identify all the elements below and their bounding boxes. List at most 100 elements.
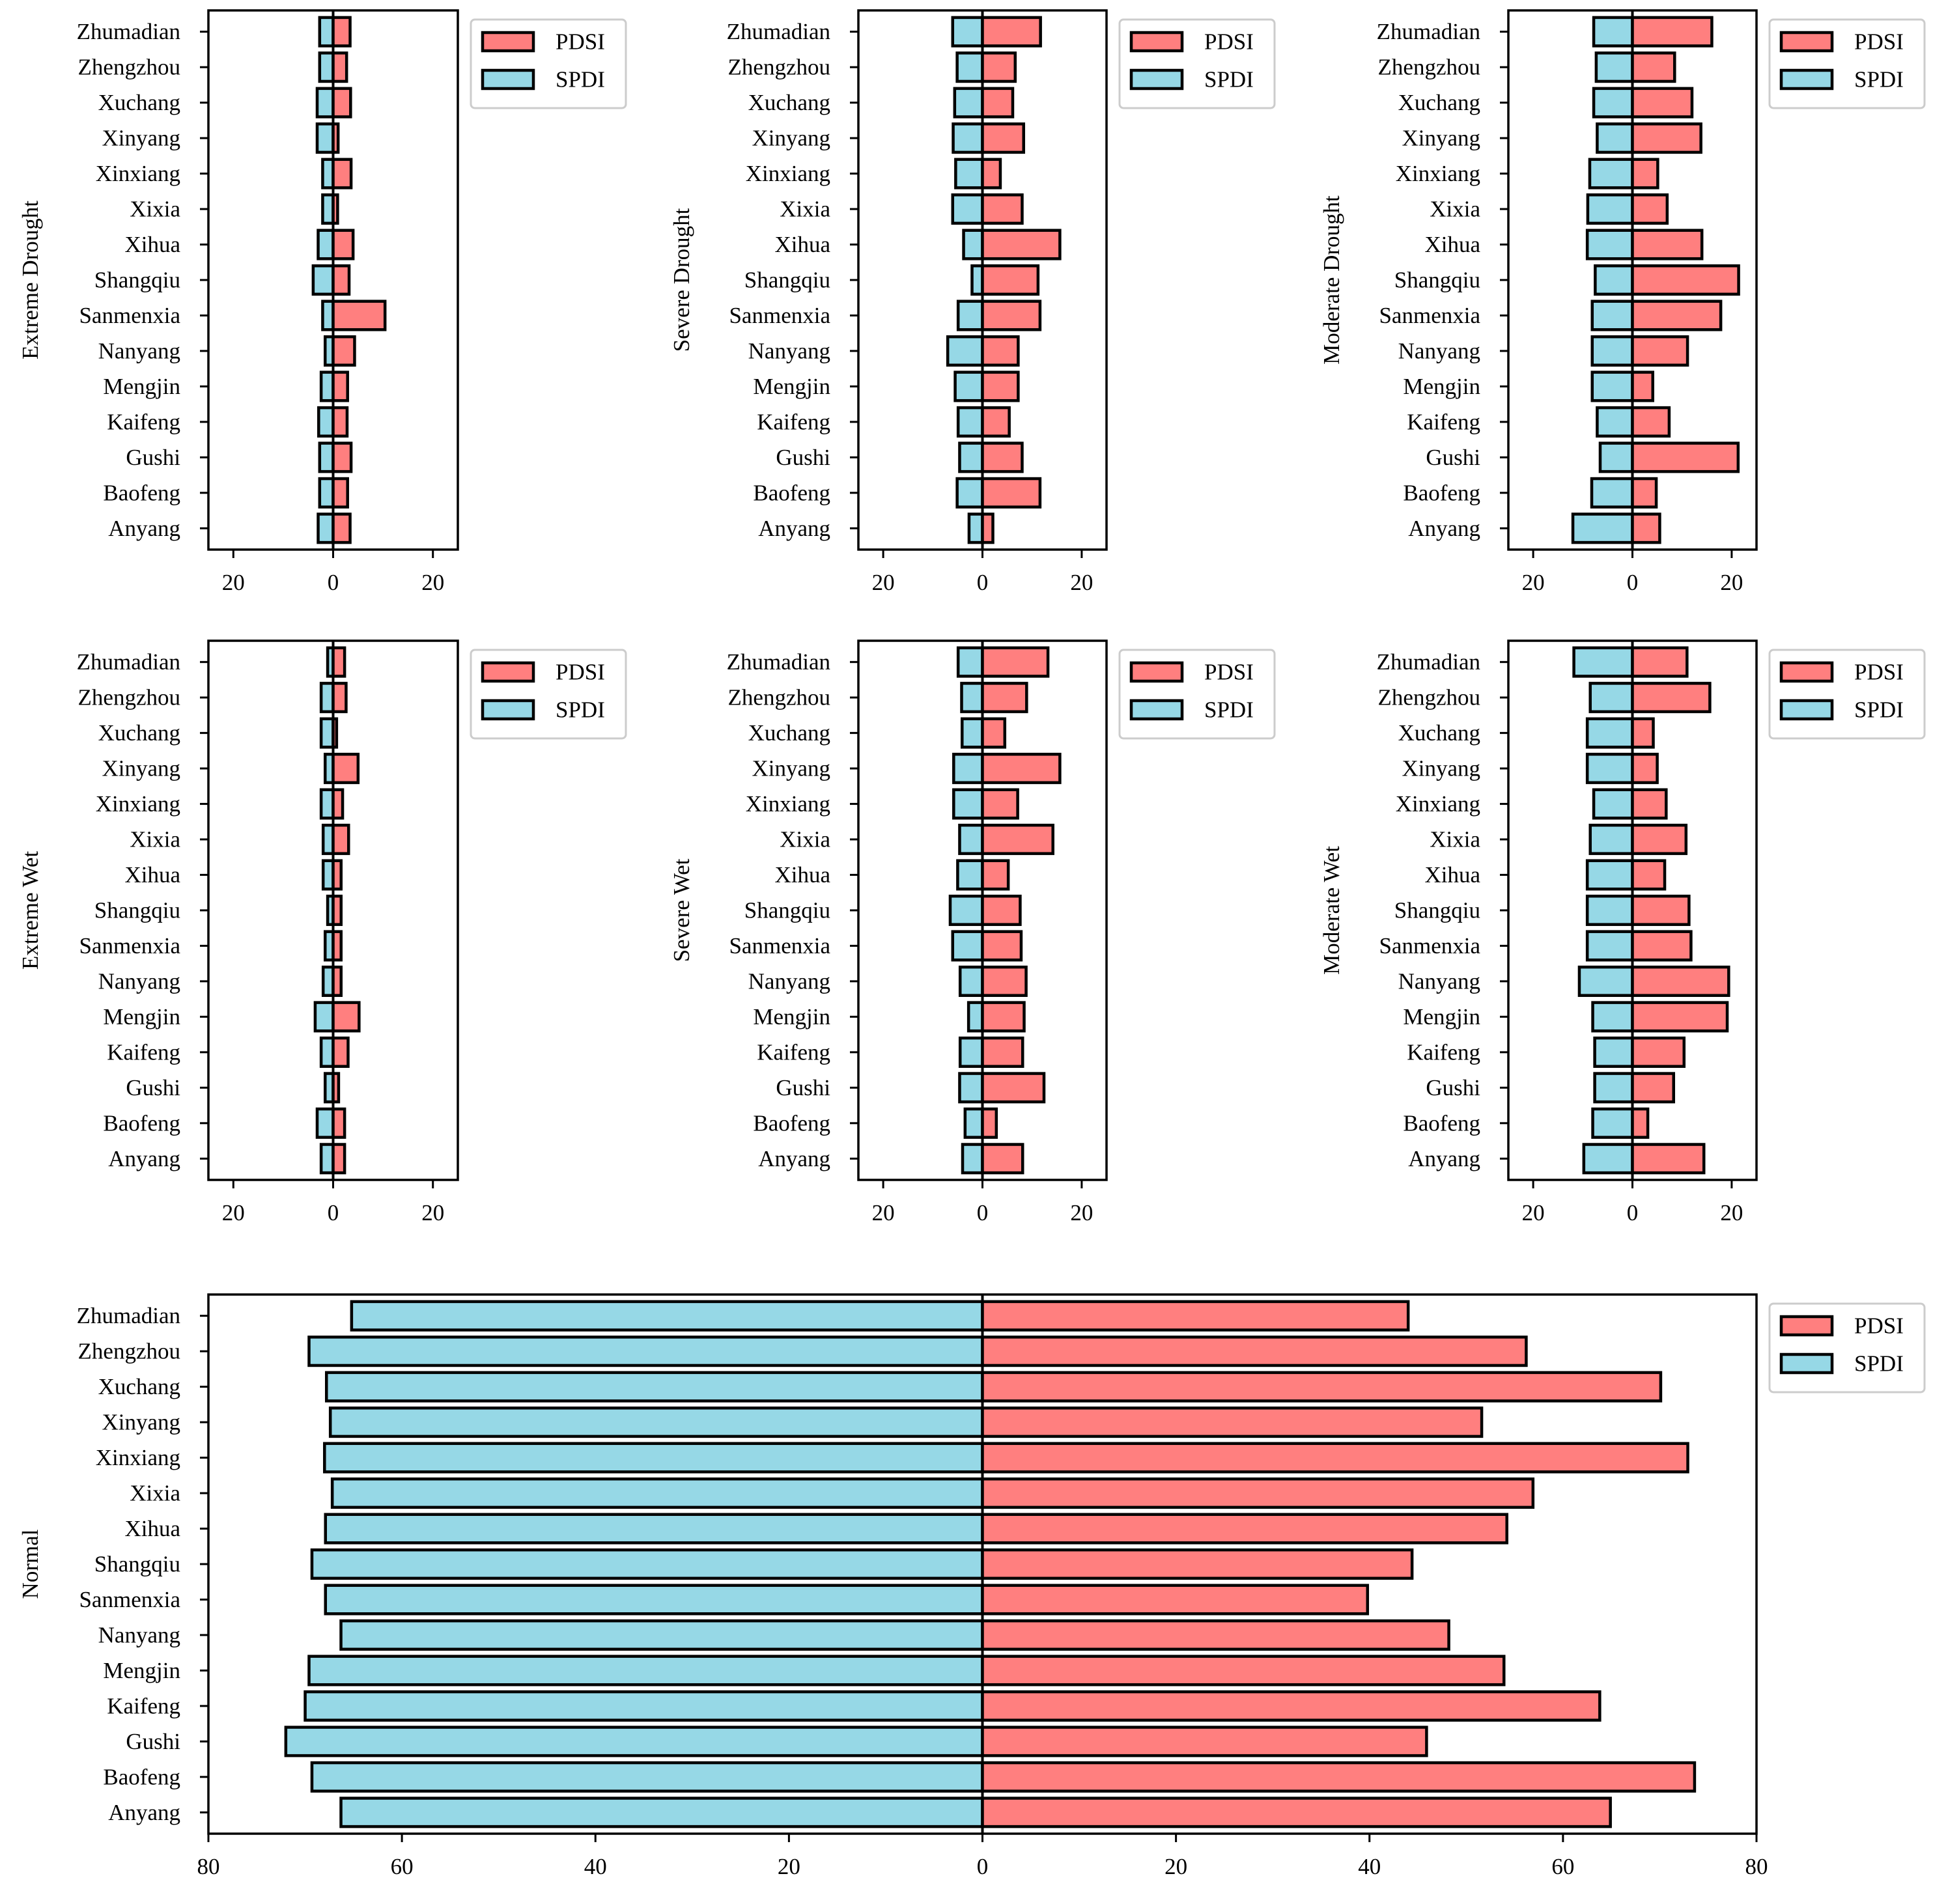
pdsi-bar-shangqiu (981, 1548, 1414, 1580)
y-tick-label: Nanyang (98, 968, 180, 994)
x-tick-label: 20 (1522, 570, 1545, 595)
spdi-bar-xixia (321, 193, 335, 225)
y-tick-label: Xinxiang (1396, 791, 1480, 817)
y-tick-label: Sanmenxia (1379, 303, 1480, 328)
legend-label-pdsi: PDSI (1854, 1313, 1904, 1339)
y-tick-label: Nanyang (1398, 968, 1480, 994)
spdi-bar-mengjin (1591, 1001, 1634, 1033)
chart-severe-wet: Zhumadian Zhengzhou Xuchang Xinyang Xinxiang… (669, 639, 1276, 1225)
spdi-bar-baofeng (1590, 477, 1634, 509)
legend-swatch-spdi (1129, 68, 1184, 91)
spdi-bar-shangqiu (1594, 264, 1634, 296)
spdi-bar-zhumadian (1572, 646, 1634, 678)
pdsi-bar-sanmenxia (1631, 930, 1693, 962)
x-tick-label: 60 (1551, 1854, 1574, 1879)
spdi-bar-zhengzhou (1588, 682, 1634, 714)
pdsi-bar-xinyang (981, 1407, 1484, 1438)
y-tick-label: Baofeng (103, 480, 180, 505)
x-tick-label: 0 (977, 570, 989, 595)
spdi-bar-anyang (967, 512, 984, 544)
y-tick-label: Nanyang (748, 968, 830, 994)
y-tick-label: Shangqiu (94, 1552, 180, 1577)
y-tick-label: Zhengzhou (728, 55, 830, 80)
spdi-bar-xixia (321, 824, 335, 856)
spdi-bar-anyang (1571, 512, 1634, 544)
pdsi-bar-gushi (1631, 1072, 1675, 1104)
x-tick-label: 0 (1627, 1200, 1639, 1225)
spdi-bar-xuchang (1592, 87, 1634, 119)
pdsi-bar-xihua (981, 859, 1010, 891)
spdi-bar-kaifeng (1596, 406, 1634, 438)
x-tick-label: 20 (222, 570, 245, 595)
pdsi-bar-nanyang (1631, 335, 1689, 367)
spdi-bar-nanyang (339, 1619, 984, 1651)
spdi-bar-gushi (284, 1726, 984, 1757)
y-tick-label: Sanmenxia (729, 933, 830, 959)
legend-label-spdi: SPDI (1204, 67, 1254, 92)
pdsi-bar-anyang (1631, 512, 1661, 544)
spdi-bar-xuchang (324, 1371, 984, 1403)
pdsi-bar-nanyang (981, 965, 1028, 997)
y-tick-label: Mengjin (753, 374, 830, 399)
x-tick-label: 20 (1720, 570, 1743, 595)
y-tick-label: Xinxiang (746, 161, 830, 186)
spdi-bar-xuchang (953, 87, 984, 119)
pdsi-bar-zhumadian (332, 16, 352, 48)
spdi-bar-sanmenxia (324, 1584, 984, 1616)
legend-swatch-pdsi (481, 31, 535, 53)
y-axis-title: Severe Drought (669, 208, 694, 352)
pdsi-bar-nanyang (981, 1619, 1450, 1651)
chart-normal: Zhumadian Zhengzhou Xuchang Xinyang Xinxiang… (18, 1293, 1926, 1879)
spdi-bar-baofeng (315, 1107, 335, 1139)
pdsi-bar-sanmenxia (981, 300, 1042, 331)
y-axis-title: Moderate Drought (1319, 195, 1344, 365)
pdsi-bar-shangqiu (981, 264, 1040, 296)
spdi-bar-xixia (330, 1477, 984, 1509)
pdsi-bar-anyang (981, 512, 995, 544)
spdi-bar-xinyang (952, 753, 984, 785)
y-tick-label: Zhengzhou (78, 55, 180, 80)
pdsi-bar-sanmenxia (1631, 300, 1723, 331)
pdsi-bar-xinxiang (332, 158, 353, 189)
spdi-bar-zhumadian (350, 1300, 984, 1332)
spdi-bar-zhengzhou (1594, 51, 1634, 83)
legend-swatch-spdi (481, 68, 535, 91)
y-tick-label: Xixia (130, 827, 180, 852)
pdsi-bar-anyang (1631, 1143, 1706, 1175)
y-tick-label: Zhumadian (77, 649, 180, 675)
pdsi-bar-xixia (1631, 193, 1669, 225)
y-tick-label: Baofeng (1403, 480, 1480, 505)
pdsi-bar-nanyang (332, 335, 356, 367)
spdi-bar-gushi (318, 441, 335, 473)
pdsi-bar-zhumadian (981, 16, 1042, 48)
y-tick-label: Xihua (1424, 232, 1480, 257)
pdsi-bar-gushi (981, 441, 1024, 473)
y-tick-label: Xuchang (98, 90, 180, 115)
spdi-bar-sanmenxia (956, 300, 984, 331)
spdi-bar-zhengzhou (955, 51, 984, 83)
spdi-bar-zhengzhou (960, 682, 984, 714)
spdi-bar-anyang (1582, 1143, 1634, 1175)
chart-extreme-drought: Zhumadian Zhengzhou Xuchang Xinyang Xinxiang… (18, 9, 627, 595)
spdi-bar-anyang (961, 1143, 984, 1175)
pdsi-bar-kaifeng (981, 1690, 1601, 1722)
pdsi-bar-kaifeng (1631, 406, 1671, 438)
y-tick-label: Xixia (780, 197, 830, 222)
y-tick-label: Xihua (124, 232, 180, 257)
y-tick-label: Anyang (1408, 1146, 1480, 1171)
pdsi-bar-zhumadian (981, 646, 1050, 678)
pdsi-bar-zhengzhou (332, 682, 348, 714)
pdsi-bar-xihua (1631, 229, 1704, 260)
x-tick-label: 20 (1164, 1854, 1187, 1879)
spdi-bar-xinxiang (1592, 788, 1634, 820)
y-tick-label: Baofeng (1403, 1110, 1480, 1136)
y-tick-label: Zhumadian (727, 649, 830, 675)
y-tick-label: Xinyang (102, 1410, 180, 1435)
spdi-bar-xihua (1585, 229, 1634, 260)
pdsi-bar-xinxiang (981, 1442, 1689, 1474)
y-tick-label: Xixia (130, 197, 180, 222)
spdi-bar-xihua (956, 859, 984, 891)
pdsi-bar-xixia (1631, 824, 1688, 856)
spdi-bar-nanyang (321, 965, 335, 997)
